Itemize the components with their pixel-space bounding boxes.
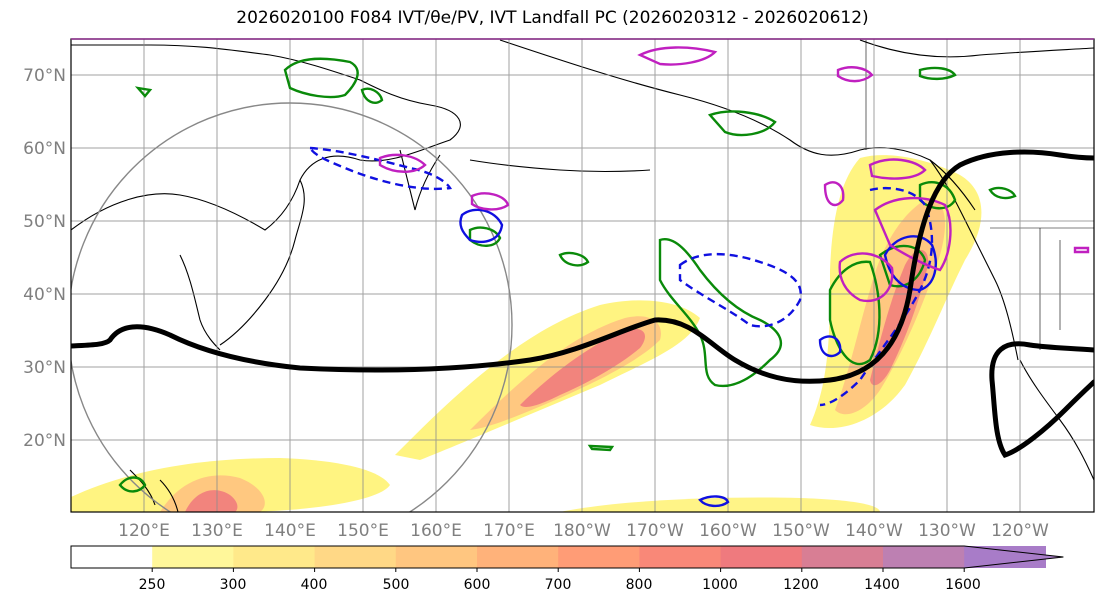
range-circle [71, 102, 513, 512]
colorbar-tick-label: 400 [301, 577, 328, 593]
coastline-japan [219, 179, 305, 346]
lon-label: 150°E [337, 521, 389, 541]
ivt-plume-southwest-core [185, 490, 238, 512]
coastline-mexico [1019, 359, 1094, 481]
lat-label: 50°N [23, 212, 66, 232]
lat-axis: 70°N 60°N 50°N 40°N 30°N 20°N [23, 66, 66, 451]
pv-contour-japan [468, 226, 502, 247]
pv-contour-east [988, 186, 1017, 200]
theta-contour-small [818, 335, 842, 358]
border-canada-us [990, 227, 1094, 350]
lon-label: 150°W [772, 521, 830, 541]
coastline-aleutians [469, 159, 651, 173]
theta-contour-coastal-solid [883, 235, 937, 292]
lon-label: 140°E [264, 521, 316, 541]
lon-label: 120°W [991, 521, 1049, 541]
pv-contour-small-1 [360, 87, 384, 104]
pv-contour-pacific-1 [558, 251, 590, 267]
jet-line-east [989, 341, 1094, 458]
lat-label: 20°N [23, 431, 66, 451]
pv-contour-gulf [707, 110, 777, 137]
lon-label: 170°W [626, 521, 684, 541]
colorbar-extension [964, 546, 1064, 568]
colorbar-tick-label: 250 [139, 577, 166, 593]
magenta-contour-coastal [873, 196, 952, 272]
colorbar-tick-label: 1000 [702, 577, 738, 593]
pv-contour-south [587, 444, 615, 452]
jet-lines [71, 149, 1094, 458]
lat-label: 60°N [23, 139, 66, 159]
colorbar-swatch [71, 546, 153, 568]
lon-label: 130°E [191, 521, 243, 541]
theta-contour-south [698, 495, 730, 508]
magenta-contour-okhotsk [378, 153, 427, 173]
coastline-korea [179, 254, 221, 351]
colorbar-swatch [639, 546, 722, 568]
lon-label: 130°W [918, 521, 976, 541]
lon-label: 140°W [845, 521, 903, 541]
coastline-asia [71, 44, 461, 231]
coastline-north [859, 39, 1094, 58]
colorbar-swatch [233, 546, 316, 568]
lat-label: 70°N [23, 66, 66, 86]
colorbar [70, 545, 1064, 572]
lon-label: 160°W [699, 521, 757, 541]
colorbar-swatch [558, 546, 640, 568]
theta-contour-okhotsk [307, 146, 453, 191]
theta-contour-kuril [459, 208, 504, 244]
jet-line-main [71, 149, 1094, 384]
pv-contour-southwest [118, 476, 147, 493]
colorbar-swatch [720, 546, 803, 568]
colorbar-outline [70, 545, 1064, 569]
lon-label: 120°E [118, 521, 170, 541]
colorbar-ticks: 250 300 400 500 600 700 800 1000 1200 14… [139, 577, 981, 593]
colorbar-swatch [477, 546, 559, 568]
colorbar-tick-label: 700 [545, 577, 572, 593]
lon-axis: 120°E 130°E 140°E 150°E 160°E 170°E 180°… [118, 521, 1049, 541]
magenta-contour-small [823, 181, 845, 207]
colorbar-swatch [314, 546, 397, 568]
coastlines [71, 39, 1094, 512]
lon-label: 170°E [483, 521, 535, 541]
magenta-contour-east [1073, 246, 1090, 254]
colorbar-swatch [395, 546, 478, 568]
lat-label: 30°N [23, 358, 66, 378]
ivt-filled-contours [71, 155, 982, 512]
magenta-contour-bc [868, 158, 927, 180]
colorbar-tick-label: 1200 [783, 577, 819, 593]
magenta-contour-coastal-2 [838, 252, 894, 303]
colorbar-swatch [883, 546, 965, 568]
pv-contour-bc [918, 181, 957, 210]
colorbar-tick-label: 300 [220, 577, 247, 593]
lon-label: 180°W [553, 521, 611, 541]
colorbar-tick-label: 1400 [864, 577, 900, 593]
gridlines [71, 39, 1094, 512]
theta-contour-trough [678, 252, 802, 328]
colorbar-swatch [152, 546, 234, 568]
colorbar-swatch [801, 546, 884, 568]
magenta-contour-gulf [836, 66, 874, 83]
pv-contour-small-2 [134, 86, 153, 98]
lon-label: 160°E [410, 521, 462, 541]
colorbar-tick-label: 600 [464, 577, 491, 593]
colorbar-tick-label: 1600 [945, 577, 981, 593]
map-title: 2026020100 F084 IVT/θe/PV, IVT Landfall … [236, 8, 869, 28]
pv-contour-arctic [283, 57, 359, 99]
pv-contour-coastal-2 [878, 244, 927, 288]
lat-label: 40°N [23, 285, 66, 305]
theta-contours [307, 146, 937, 508]
magenta-contour-kuril [470, 192, 510, 211]
colorbar-tick-label: 500 [383, 577, 410, 593]
magenta-contour-north [637, 46, 718, 66]
colorbar-tick-label: 800 [626, 577, 653, 593]
pv-contour-canada [918, 66, 957, 81]
magenta-contours [378, 46, 1090, 303]
